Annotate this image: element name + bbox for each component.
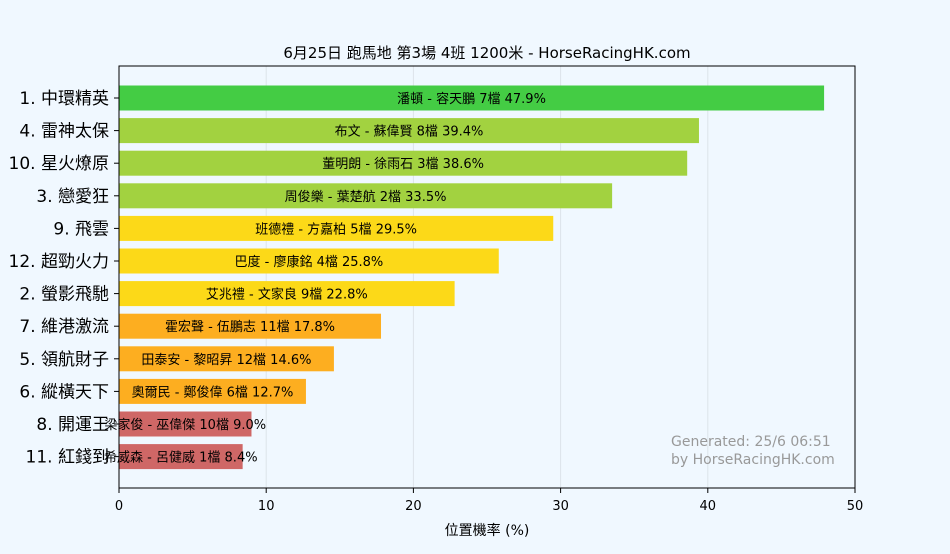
bar [119, 85, 825, 111]
bar-label: 董明朗 - 徐雨石 3檔 38.6% [322, 157, 484, 172]
y-tick-label: 5. 領航財子 [19, 350, 109, 370]
bar-label: 霍宏聲 - 伍鵬志 11檔 17.8% [165, 319, 335, 335]
chart-title: 6月25日 跑馬地 第3場 4班 1200米 - HorseRacingHK.c… [283, 44, 690, 62]
bars [119, 85, 825, 470]
x-tick-label: 30 [552, 499, 569, 514]
watermark-line: Generated: 25/6 06:51 [671, 434, 831, 450]
bar-label: 奧爾民 - 鄭俊偉 6檔 12.7% [132, 385, 294, 400]
bar [119, 444, 243, 470]
y-tick-label: 8. 開運王 [36, 415, 109, 435]
x-tick-label: 0 [115, 499, 123, 514]
bar [119, 248, 499, 274]
bar [119, 411, 252, 437]
bar [119, 313, 382, 339]
x-tick-labels: 0 10 20 30 40 50 [115, 488, 863, 514]
x-tick-label: 50 [847, 499, 864, 514]
y-tick-label: 11. 紅錢到 [26, 448, 109, 468]
bar-label: 巴度 - 廖康銘 4檔 25.8% [234, 254, 383, 270]
watermark-line: by HorseRacingHK.com [671, 452, 835, 468]
y-tick-label: 1. 中環精英 [19, 89, 109, 109]
y-tick-label: 3. 戀愛狂 [36, 187, 109, 207]
y-tick-label: 10. 星火燎原 [9, 154, 109, 174]
y-tick-label: 7. 維港激流 [19, 317, 109, 337]
bar-labels: 潘頓 - 容天鵬 7檔 47.9% 布文 - 蘇偉賢 8檔 39.4% 董明朗 - … [104, 91, 546, 466]
bar-label: 梁家俊 - 巫偉傑 10檔 9.0% [104, 417, 266, 433]
bar [119, 378, 306, 404]
bar-label: 田泰安 - 黎昭昇 12檔 14.6% [141, 353, 311, 368]
bar-label: 班德禮 - 方嘉柏 5檔 29.5% [255, 221, 417, 237]
bar [119, 281, 455, 307]
x-tick-label: 20 [405, 499, 422, 514]
y-tick-label: 9. 飛雲 [53, 219, 109, 239]
y-tick-label: 4. 雷神太保 [19, 122, 109, 142]
bar [119, 346, 334, 372]
y-tick-label: 2. 螢影飛馳 [19, 285, 109, 305]
watermark: Generated: 25/6 06:51 by HorseRacingHK.co… [671, 434, 835, 468]
bar-label: 潘頓 - 容天鵬 7檔 47.9% [397, 91, 546, 107]
plot-frame [118, 65, 856, 489]
bar [119, 215, 554, 241]
y-tick-labels: 1. 中環精英 4. 雷神太保 10. 星火燎原 3. 戀愛狂 9. 飛雲 12. 超勁火… [9, 89, 119, 468]
bar-label: 希威森 - 呂健威 1檔 8.4% [104, 451, 258, 466]
bar [119, 150, 688, 176]
x-tick-label: 10 [258, 499, 275, 514]
y-tick-label: 6. 縱橫天下 [19, 382, 109, 402]
x-tick-label: 40 [700, 499, 717, 514]
bar-label: 布文 - 蘇偉賢 8檔 39.4% [335, 125, 484, 140]
bar [119, 118, 699, 144]
bar-label: 艾兆禮 - 文家良 9檔 22.8% [206, 287, 368, 303]
y-tick-label: 12. 超勁火力 [9, 252, 109, 272]
bar [119, 183, 613, 209]
x-axis-label: 位置機率 (%) [445, 522, 530, 539]
bar-label: 周俊樂 - 葉楚航 2檔 33.5% [285, 189, 447, 205]
